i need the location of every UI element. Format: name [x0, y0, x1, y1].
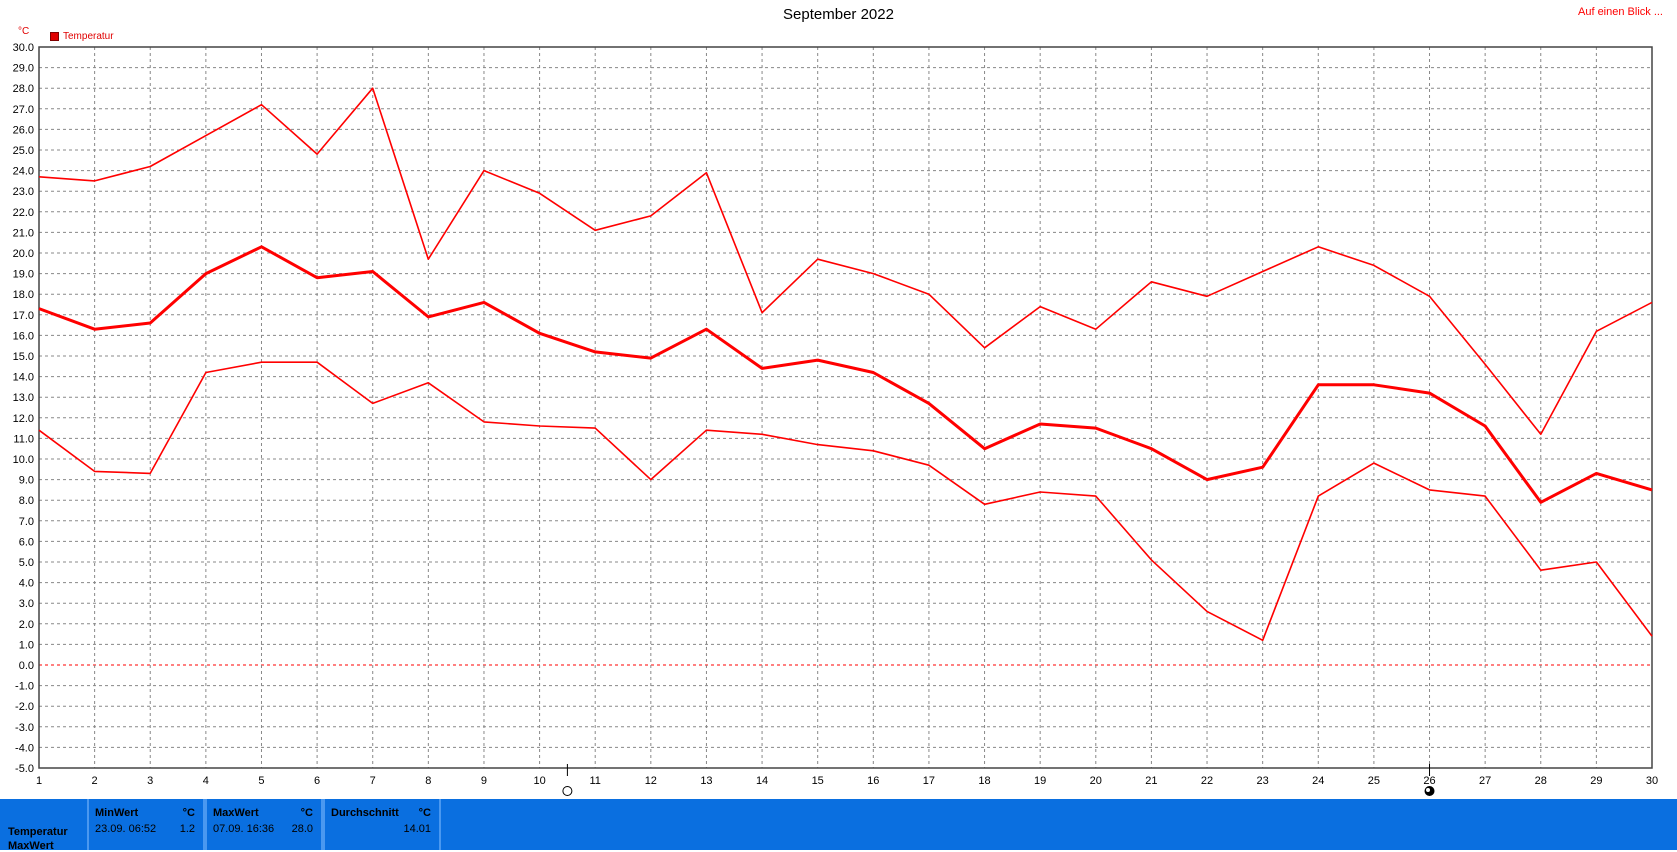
x-tick-label: 2	[92, 775, 98, 787]
stats-row-label-2: MaxWert	[8, 840, 54, 852]
stats-avg-value: 14.01	[403, 823, 431, 835]
stats-min-value: 1.2	[179, 823, 195, 835]
y-tick-label: 19.0	[13, 269, 34, 281]
y-tick-label: 16.0	[13, 330, 34, 342]
legend-swatch	[50, 32, 59, 41]
legend-label: Temperatur	[63, 31, 114, 42]
x-tick-label: 17	[923, 775, 935, 787]
y-tick-label: 3.0	[19, 598, 34, 610]
x-tick-label: 14	[756, 775, 768, 787]
x-tick-label: 16	[867, 775, 879, 787]
stats-avg-unit: °C	[418, 807, 431, 819]
stats-min-unit: °C	[182, 807, 195, 819]
series-line-min	[38, 361, 1653, 642]
y-tick-label: 14.0	[13, 372, 34, 384]
y-tick-label: 0.0	[19, 660, 34, 672]
y-tick-label: 12.0	[13, 413, 34, 425]
y-tick-label: 28.0	[13, 83, 34, 95]
y-tick-label: 23.0	[13, 186, 34, 198]
x-tick-label: 25	[1368, 775, 1380, 787]
stats-max-unit: °C	[300, 807, 313, 819]
x-tick-label: 22	[1201, 775, 1213, 787]
legend: Temperatur	[50, 31, 114, 42]
y-tick-label: -1.0	[15, 681, 34, 693]
stats-bar: Temperatur MaxWert MinWert °C 23.09. 06:…	[0, 799, 1677, 852]
y-tick-label: 22.0	[13, 207, 34, 219]
y-tick-label: 9.0	[19, 475, 34, 487]
x-tick-label: 19	[1034, 775, 1046, 787]
y-tick-label: 18.0	[13, 289, 34, 301]
x-tick-label: 1	[36, 775, 42, 787]
y-tick-label: -3.0	[15, 722, 34, 734]
x-tick-label: 15	[812, 775, 824, 787]
series-line-avg	[38, 245, 1653, 504]
moon-highlight	[1426, 788, 1431, 792]
plot-frame	[38, 46, 1653, 769]
x-tick-label: 3	[147, 775, 153, 787]
x-tick-label: 10	[533, 775, 545, 787]
y-tick-label: 10.0	[13, 454, 34, 466]
y-tick-label: 24.0	[13, 166, 34, 178]
x-tick-label: 26	[1423, 775, 1435, 787]
y-tick-label: 8.0	[19, 495, 34, 507]
x-tick-label: 12	[645, 775, 657, 787]
x-tick-label: 21	[1145, 775, 1157, 787]
stats-max-timestamp: 07.09. 16:36	[213, 823, 275, 835]
x-tick-label: 27	[1479, 775, 1491, 787]
y-tick-label: 1.0	[19, 639, 34, 651]
stats-min-timestamp: 23.09. 06:52	[95, 823, 157, 835]
y-tick-label: 13.0	[13, 392, 34, 404]
x-tick-label: 28	[1535, 775, 1547, 787]
stats-min-header: MinWert	[95, 807, 139, 819]
stats-max-value: 28.0	[291, 823, 313, 835]
x-tick-label: 9	[481, 775, 487, 787]
x-tick-label: 4	[203, 775, 209, 787]
y-tick-label: -2.0	[15, 701, 34, 713]
y-tick-label: 17.0	[13, 310, 34, 322]
x-tick-label: 18	[978, 775, 990, 787]
y-tick-label: 20.0	[13, 248, 34, 260]
y-tick-label: 25.0	[13, 145, 34, 157]
y-tick-label: 11.0	[13, 433, 34, 445]
x-tick-label: 6	[314, 775, 320, 787]
stats-avg-header: Durchschnitt	[331, 807, 399, 819]
y-tick-label: 4.0	[19, 578, 34, 590]
y-tick-label: 30.0	[13, 42, 34, 54]
x-tick-label: 11	[589, 775, 600, 787]
chart-title: September 2022	[783, 6, 894, 23]
x-tick-label: 5	[258, 775, 264, 787]
y-tick-label: 2.0	[19, 619, 34, 631]
y-tick-label: 21.0	[13, 227, 34, 239]
x-tick-label: 29	[1590, 775, 1602, 787]
y-tick-label: 6.0	[19, 536, 34, 548]
y-axis-unit: °C	[18, 26, 30, 37]
y-tick-label: 26.0	[13, 124, 34, 136]
full-moon-icon	[562, 786, 573, 796]
y-tick-label: 15.0	[13, 351, 34, 363]
x-tick-label: 24	[1312, 775, 1324, 787]
stats-row-label: Temperatur	[8, 826, 68, 838]
stats-max-box: MaxWert °C 07.09. 16:36 28.0	[205, 799, 323, 850]
stats-min-box: MinWert °C 23.09. 06:52 1.2	[87, 799, 205, 850]
y-tick-label: 5.0	[19, 557, 34, 569]
x-tick-label: 30	[1646, 775, 1658, 787]
y-tick-label: 27.0	[13, 104, 34, 116]
x-tick-label: 13	[700, 775, 712, 787]
x-tick-label: 20	[1090, 775, 1102, 787]
stats-avg-box: Durchschnitt °C 14.01	[323, 799, 441, 850]
x-tick-label: 7	[370, 775, 376, 787]
x-tick-label: 8	[425, 775, 431, 787]
y-tick-label: 7.0	[19, 516, 34, 528]
series-line-max	[38, 87, 1653, 436]
y-tick-label: -5.0	[15, 763, 34, 775]
overview-link[interactable]: Auf einen Blick ...	[1578, 6, 1663, 18]
x-tick-label: 23	[1257, 775, 1269, 787]
y-tick-label: -4.0	[15, 742, 34, 754]
stats-max-header: MaxWert	[213, 807, 259, 819]
y-tick-label: 29.0	[13, 63, 34, 75]
